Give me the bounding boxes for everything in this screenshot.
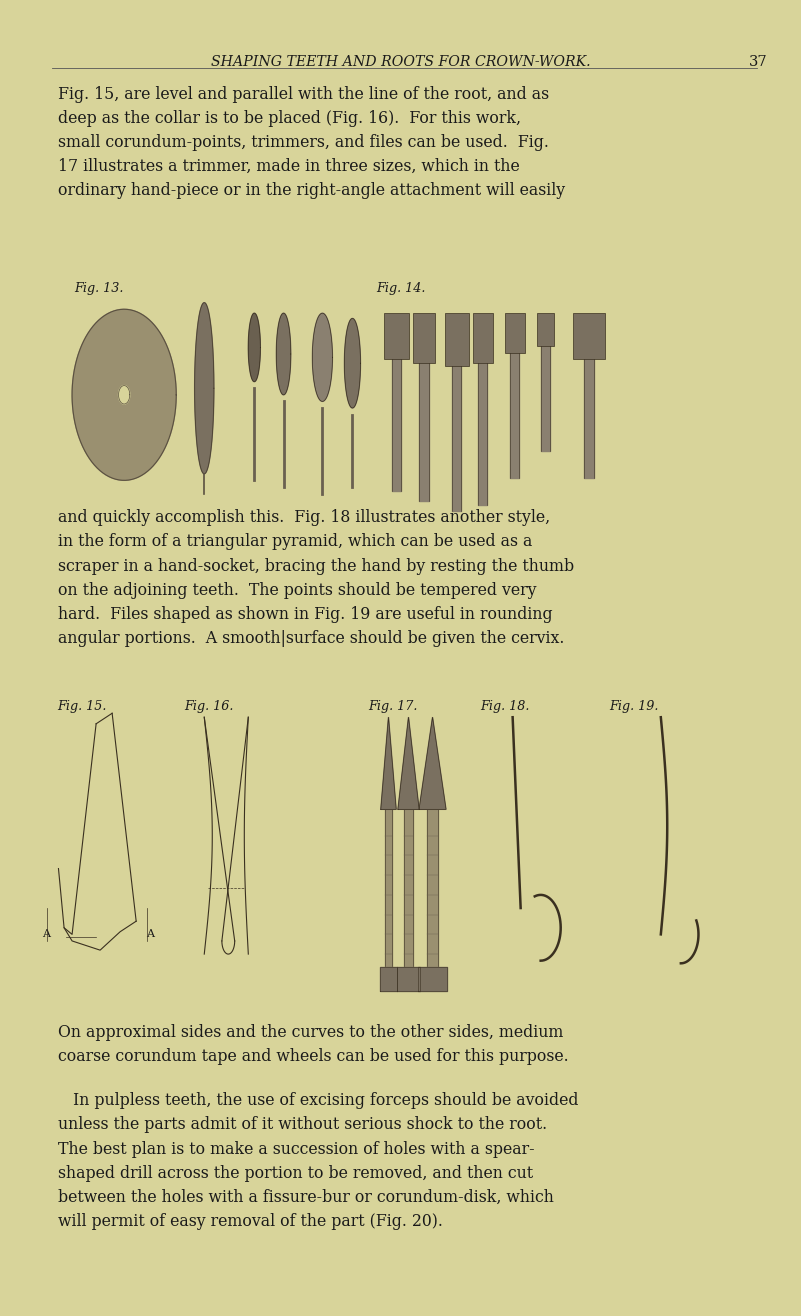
Text: A: A [42, 929, 50, 940]
Polygon shape [276, 313, 291, 395]
FancyBboxPatch shape [413, 313, 435, 363]
Text: 37: 37 [749, 55, 767, 70]
Text: Fig. 18.: Fig. 18. [481, 700, 530, 713]
FancyBboxPatch shape [384, 313, 409, 359]
FancyBboxPatch shape [445, 313, 469, 366]
Polygon shape [119, 386, 130, 404]
Text: SHAPING TEETH AND ROOTS FOR CROWN-WORK.: SHAPING TEETH AND ROOTS FOR CROWN-WORK. [211, 55, 590, 70]
Text: In pulpless teeth, the use of excising forceps should be avoided
unless the part: In pulpless teeth, the use of excising f… [58, 1092, 578, 1230]
Polygon shape [248, 313, 260, 382]
Polygon shape [398, 717, 419, 809]
Polygon shape [419, 717, 446, 809]
Text: Fig. 15, are level and parallel with the line of the root, and as
deep as the co: Fig. 15, are level and parallel with the… [58, 86, 565, 199]
FancyBboxPatch shape [573, 313, 605, 359]
Text: Fig. 17.: Fig. 17. [368, 700, 418, 713]
Polygon shape [380, 717, 396, 809]
Text: and quickly accomplish this.  Fig. 18 illustrates another style,
in the form of : and quickly accomplish this. Fig. 18 ill… [58, 509, 574, 647]
FancyBboxPatch shape [473, 313, 493, 363]
Text: A: A [146, 929, 154, 940]
Polygon shape [312, 313, 332, 401]
Polygon shape [344, 318, 360, 408]
Text: Fig. 16.: Fig. 16. [184, 700, 234, 713]
Text: Fig. 14.: Fig. 14. [376, 282, 426, 295]
FancyBboxPatch shape [505, 313, 525, 353]
Polygon shape [195, 303, 214, 474]
Polygon shape [72, 309, 176, 480]
FancyBboxPatch shape [537, 313, 554, 346]
Text: Fig. 15.: Fig. 15. [58, 700, 107, 713]
Text: Fig. 13.: Fig. 13. [74, 282, 123, 295]
Text: Fig. 19.: Fig. 19. [609, 700, 658, 713]
Text: On approximal sides and the curves to the other sides, medium
coarse corundum ta: On approximal sides and the curves to th… [58, 1024, 568, 1065]
